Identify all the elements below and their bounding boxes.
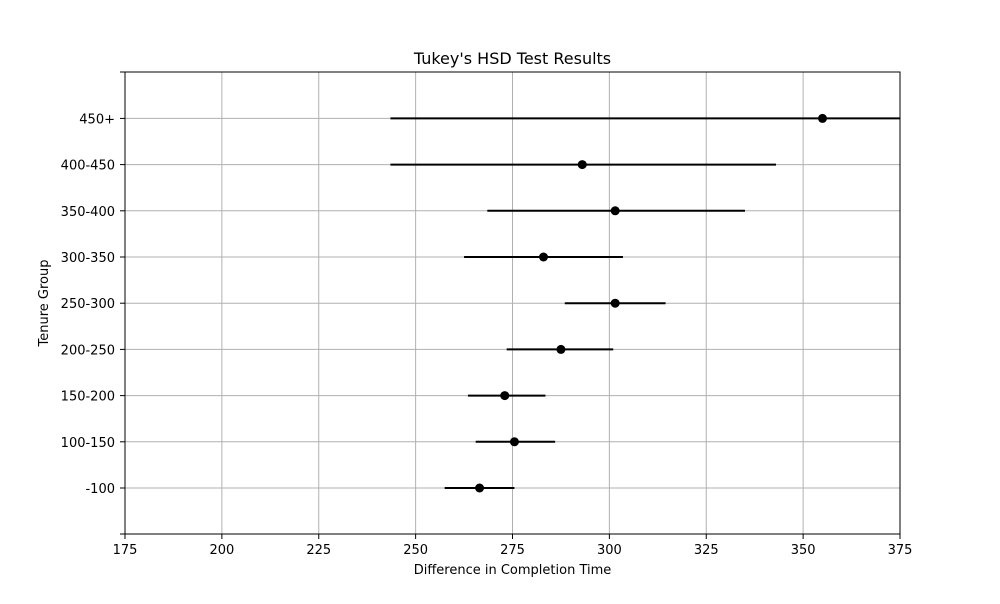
y-tick-label: 200-250	[61, 343, 115, 358]
x-tick-label: 325	[694, 543, 719, 558]
y-axis-label: Tenure Group	[37, 260, 52, 348]
mean-point	[610, 298, 620, 308]
y-tick-label: 150-200	[61, 390, 115, 405]
x-axis-label: Difference in Completion Time	[414, 563, 612, 578]
mean-point	[500, 391, 510, 401]
x-tick-label: 250	[403, 543, 428, 558]
y-tick-label: 400-450	[61, 159, 115, 174]
mean-point	[818, 113, 827, 123]
x-tick-label: 350	[791, 543, 816, 558]
x-tick-label: 275	[500, 543, 525, 558]
data-marks	[390, 113, 900, 493]
mean-point	[539, 252, 548, 262]
x-tick-label: 225	[306, 543, 331, 558]
x-tick-label: 300	[597, 543, 622, 558]
x-axis-ticks: 175 200 225 250 275 300 325 350 375	[113, 534, 913, 558]
mean-point	[475, 483, 485, 493]
x-tick-label: 175	[113, 543, 138, 558]
mean-point	[577, 160, 587, 170]
mean-point	[610, 206, 620, 216]
chart-title: Tukey's HSD Test Results	[413, 49, 611, 68]
y-tick-label: -100	[85, 482, 115, 497]
x-tick-label: 200	[209, 543, 234, 558]
mean-point	[556, 344, 566, 354]
x-tick-label: 375	[888, 543, 913, 558]
y-tick-label: 450+	[79, 112, 115, 127]
y-tick-label: 350-400	[61, 205, 115, 220]
mean-point	[509, 437, 519, 447]
y-axis-ticks: -100 100-150 150-200 200-250 250-300 300-350 3…	[61, 71, 125, 535]
y-tick-label: 100-150	[61, 436, 115, 451]
y-tick-label: 300-350	[61, 251, 115, 266]
y-tick-label: 250-300	[61, 297, 115, 312]
